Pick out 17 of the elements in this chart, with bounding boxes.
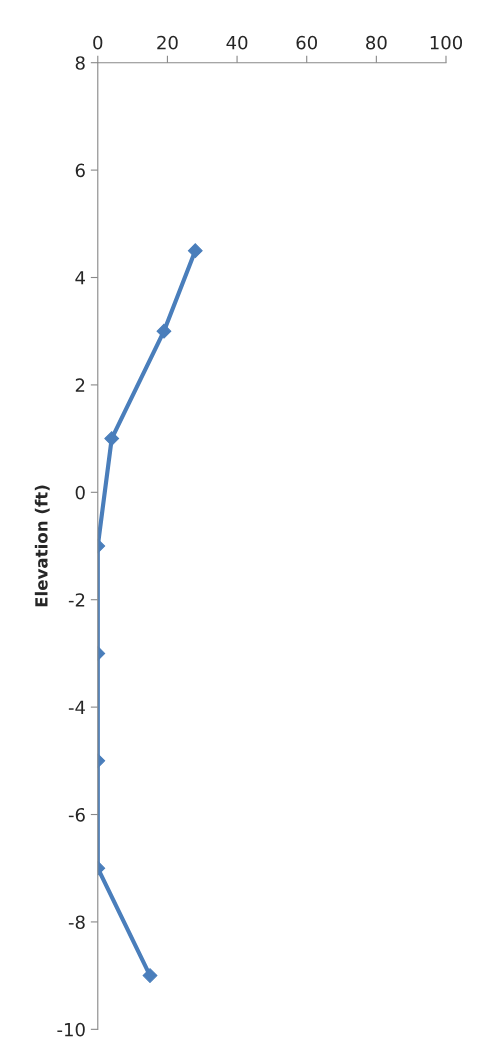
- x-tick-label: 100: [430, 35, 463, 50]
- y-tick-label: 6: [75, 163, 85, 178]
- y-tick-label: -6: [68, 807, 85, 822]
- x-tick-label: 20: [157, 35, 178, 50]
- y-tick-label: -2: [68, 593, 85, 607]
- y-tick-label: 4: [75, 271, 85, 285]
- x-tick-label: 40: [226, 35, 248, 50]
- y-tick-label: 0: [75, 485, 85, 500]
- y-tick-label: -4: [68, 700, 85, 714]
- y-tick-label: -8: [68, 915, 85, 930]
- x-tick-label: 60: [296, 35, 317, 50]
- y-axis-title: Elevation (ft): [34, 485, 50, 607]
- x-tick-label: 80: [366, 35, 387, 50]
- y-tick-label: -10: [57, 1022, 85, 1037]
- x-tick-label: 0: [93, 35, 103, 50]
- y-tick-label: 8: [75, 56, 85, 70]
- y-tick-label: 2: [75, 378, 85, 392]
